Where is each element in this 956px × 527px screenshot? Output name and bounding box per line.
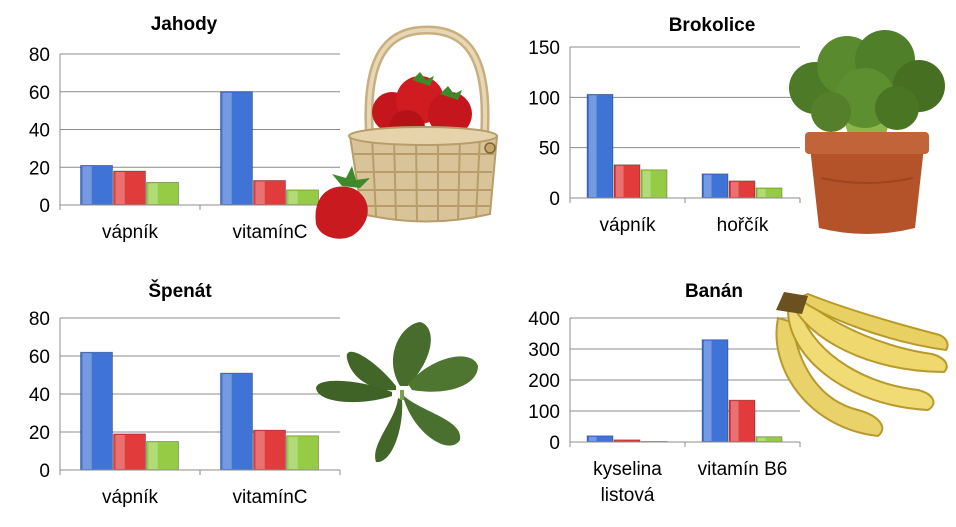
bar (586, 93, 614, 199)
y-tick-label: 0 (549, 189, 560, 210)
y-tick-label: 200 (528, 371, 560, 392)
bar-highlight (589, 436, 597, 441)
y-tick-label: 0 (39, 196, 50, 217)
x-category-label: kyselina listová (593, 459, 662, 506)
y-tick-label: 0 (39, 461, 50, 482)
chart-svg: Brokolice 0 50 100 150 vápník hořčík (528, 15, 801, 236)
bar (146, 441, 179, 471)
bar-highlight (731, 401, 739, 441)
y-tick-label: 80 (29, 45, 50, 66)
chart-brokolice: Brokolice 0 50 100 150 vápník hořčík (478, 0, 956, 263)
y-tick-label: 40 (29, 385, 50, 406)
chart-title: Brokolice (669, 15, 756, 36)
x-category-label: vitamínC (233, 222, 308, 243)
bar-highlight (148, 442, 158, 469)
strawberry-basket-image (315, 25, 499, 239)
chart-title: Jahody (151, 14, 218, 35)
bar-highlight (222, 374, 232, 469)
x-category-label: vitamín B6 (698, 459, 788, 480)
x-category-label: vitamínC (233, 487, 308, 508)
chart-jahody: Jahody 0 20 40 60 80 vápník vitamínC (0, 0, 478, 263)
bar-highlight (704, 340, 712, 441)
banana-bunch-image (775, 292, 949, 438)
y-tick-label: 40 (29, 121, 50, 142)
bar-highlight (589, 95, 597, 197)
y-tick-label: 50 (539, 139, 560, 160)
bar (640, 169, 668, 199)
bar-highlight (222, 92, 232, 204)
bar-highlight (288, 190, 298, 204)
bar-highlight (643, 170, 651, 197)
y-tick-label: 20 (29, 158, 50, 179)
bar-highlight (115, 172, 125, 204)
chart-banan: Banán 0 100 200 300 400 kyselina listová vitamín… (478, 263, 956, 527)
bar-highlight (148, 183, 158, 204)
bar-highlight (758, 437, 766, 441)
bar-highlight (82, 353, 92, 469)
y-tick-label: 400 (528, 309, 560, 330)
x-category-label: vápník (102, 487, 158, 508)
y-tick-label: 150 (528, 38, 560, 59)
x-category-label: vápník (102, 222, 158, 243)
y-tick-label: 60 (29, 347, 50, 368)
bar (220, 91, 253, 206)
bar-highlight (82, 166, 92, 204)
bar (220, 372, 253, 471)
bar (253, 429, 286, 471)
y-tick-label: 0 (549, 433, 560, 454)
chart-title: Špenát (148, 280, 212, 302)
y-tick-label: 300 (528, 340, 560, 361)
bar (728, 399, 756, 443)
y-tick-label: 100 (528, 402, 560, 423)
chart-title: Banán (685, 281, 743, 302)
y-tick-label: 100 (528, 88, 560, 109)
bar-highlight (704, 174, 712, 197)
chart-spenat: Špenát 0 20 40 60 80 vápník vitamínC (0, 263, 478, 527)
bar-highlight (758, 188, 766, 197)
bar (113, 433, 146, 471)
bar-highlight (255, 181, 265, 204)
bar (286, 435, 319, 471)
y-tick-label: 80 (29, 309, 50, 330)
chart-svg: Jahody 0 20 40 60 80 vápník vitamínC (29, 14, 341, 243)
chart-svg: Banán 0 100 200 300 400 kyselina listová vitamín… (528, 281, 801, 506)
bar-highlight (731, 181, 739, 197)
bar (80, 164, 113, 206)
bar-highlight (115, 434, 125, 469)
bar-highlight (255, 431, 265, 469)
bar-highlight (288, 436, 298, 469)
spinach-leaves-image (316, 322, 478, 463)
x-category-label: vápník (600, 215, 656, 236)
x-category-label: hořčík (717, 215, 769, 236)
chart-svg: Špenát 0 20 40 60 80 vápník vitamínC (29, 280, 341, 508)
y-tick-label: 20 (29, 423, 50, 444)
bar (113, 170, 146, 206)
bar-highlight (616, 165, 624, 197)
broccoli-pot-image (789, 30, 945, 234)
y-tick-label: 60 (29, 83, 50, 104)
